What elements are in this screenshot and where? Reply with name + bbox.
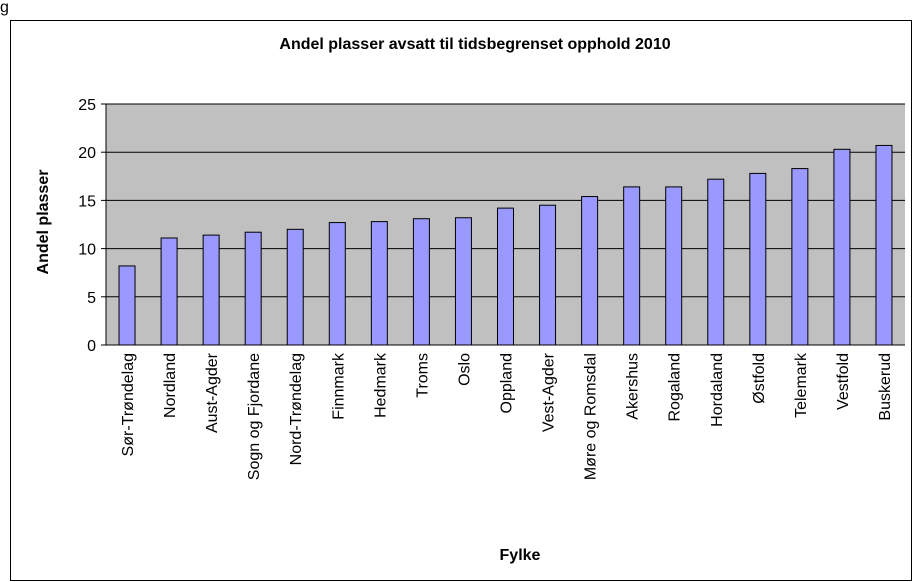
bar: [665, 186, 683, 346]
bar: [412, 218, 430, 346]
y-tick-label: 25: [78, 97, 96, 114]
x-tick-label: Nord-Trøndelag: [288, 353, 305, 465]
bar: [623, 186, 641, 346]
y-tick-label: 20: [78, 145, 96, 162]
x-tick-label: Sør-Trøndelag: [120, 353, 137, 456]
y-tick-label: 10: [78, 242, 96, 259]
x-tick-label: Hedmark: [372, 352, 389, 418]
bar: [118, 265, 136, 346]
x-tick-label: Vestfold: [835, 353, 852, 410]
bar: [791, 168, 809, 346]
y-tick-label: 15: [78, 193, 96, 210]
bar: [202, 234, 220, 346]
bar: [749, 172, 767, 346]
bar: [497, 207, 514, 346]
bar: [328, 222, 346, 346]
bar: [581, 196, 599, 346]
bar: [286, 228, 304, 346]
bar: [244, 231, 262, 346]
x-tick-label: Buskerud: [877, 353, 894, 421]
x-tick-label: Nordland: [162, 353, 179, 418]
y-tick-label: 5: [87, 290, 96, 307]
bar: [833, 148, 851, 346]
x-tick-label: Troms: [414, 353, 431, 398]
x-tick-label: Vest-Agder: [541, 352, 558, 432]
x-tick-label: Finnmark: [330, 352, 347, 420]
x-tick-label: Oslo: [456, 353, 473, 386]
x-tick-label: Rogaland: [667, 353, 684, 422]
y-tick-label: 0: [87, 338, 96, 355]
x-tick-label: Telemark: [793, 352, 810, 418]
x-tick-label: Oppland: [499, 353, 516, 414]
bar: [454, 217, 472, 346]
x-tick-label: Sogn og Fjordane: [246, 353, 263, 480]
x-tick-label: Aust-Agder: [204, 352, 221, 433]
x-tick-label: Akershus: [625, 353, 642, 420]
x-tick-label: Hordaland: [709, 353, 726, 427]
bar: [539, 204, 557, 346]
caption: g: [0, 0, 9, 16]
bar: [160, 237, 178, 346]
y-axis-title: Andel plasser: [35, 170, 52, 275]
bar: [707, 178, 725, 346]
x-tick-label: Østfold: [751, 353, 768, 404]
x-tick-label: Møre og Romsdal: [583, 353, 600, 480]
bar: [875, 144, 893, 346]
x-axis-title: Fylke: [500, 547, 541, 564]
chart-title: Andel plasser avsatt til tidsbegrenset o…: [279, 36, 670, 53]
bar: [370, 221, 388, 346]
